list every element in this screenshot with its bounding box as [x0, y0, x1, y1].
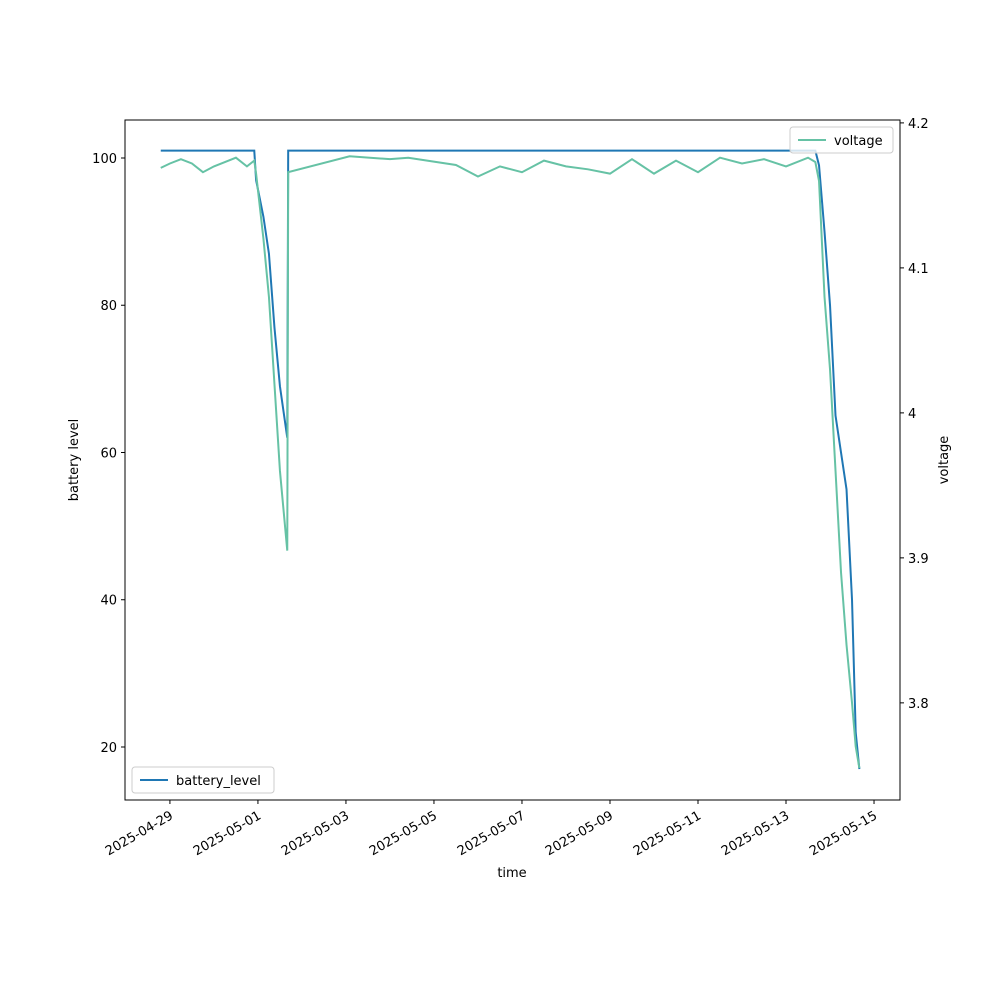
- y2-tick-label: 3.8: [908, 697, 929, 712]
- y-axis-label: battery level: [67, 419, 82, 502]
- x-tick-label: 2025-04-29: [103, 808, 176, 859]
- y2-tick-label: 3.9: [908, 552, 929, 567]
- y-tick-label: 20: [100, 741, 117, 756]
- legend-box: [789, 126, 894, 154]
- y-tick-label: 40: [100, 594, 117, 609]
- legend: battery_level: [131, 766, 275, 794]
- series-line: [160, 149, 861, 770]
- y2-axis-label: voltage: [937, 436, 952, 485]
- x-tick-label: 2025-05-01: [191, 808, 264, 859]
- x-tick-label: 2025-05-05: [367, 808, 440, 859]
- plot-frame: [124, 119, 901, 801]
- x-axis-label: time: [497, 866, 526, 881]
- x-tick-label: 2025-05-13: [719, 808, 792, 859]
- y2-tick-label: 4.2: [908, 117, 929, 132]
- x-tick-label: 2025-05-09: [543, 808, 616, 859]
- y-tick-label: 100: [92, 152, 117, 167]
- y-tick-label: 60: [100, 446, 117, 461]
- y-tick-label: 80: [100, 299, 117, 314]
- legend-label: voltage: [834, 134, 883, 149]
- x-tick-label: 2025-05-15: [807, 808, 880, 859]
- x-tick-label: 2025-05-03: [279, 808, 352, 859]
- legend: voltage: [789, 126, 894, 154]
- x-tick-label: 2025-05-07: [455, 808, 528, 859]
- x-tick-label: 2025-05-11: [631, 808, 704, 859]
- y2-tick-label: 4.1: [908, 262, 929, 277]
- legend-box: [131, 766, 275, 794]
- y2-tick-label: 4: [908, 407, 916, 422]
- legend-label: battery_level: [176, 774, 261, 789]
- series-line: [160, 155, 861, 769]
